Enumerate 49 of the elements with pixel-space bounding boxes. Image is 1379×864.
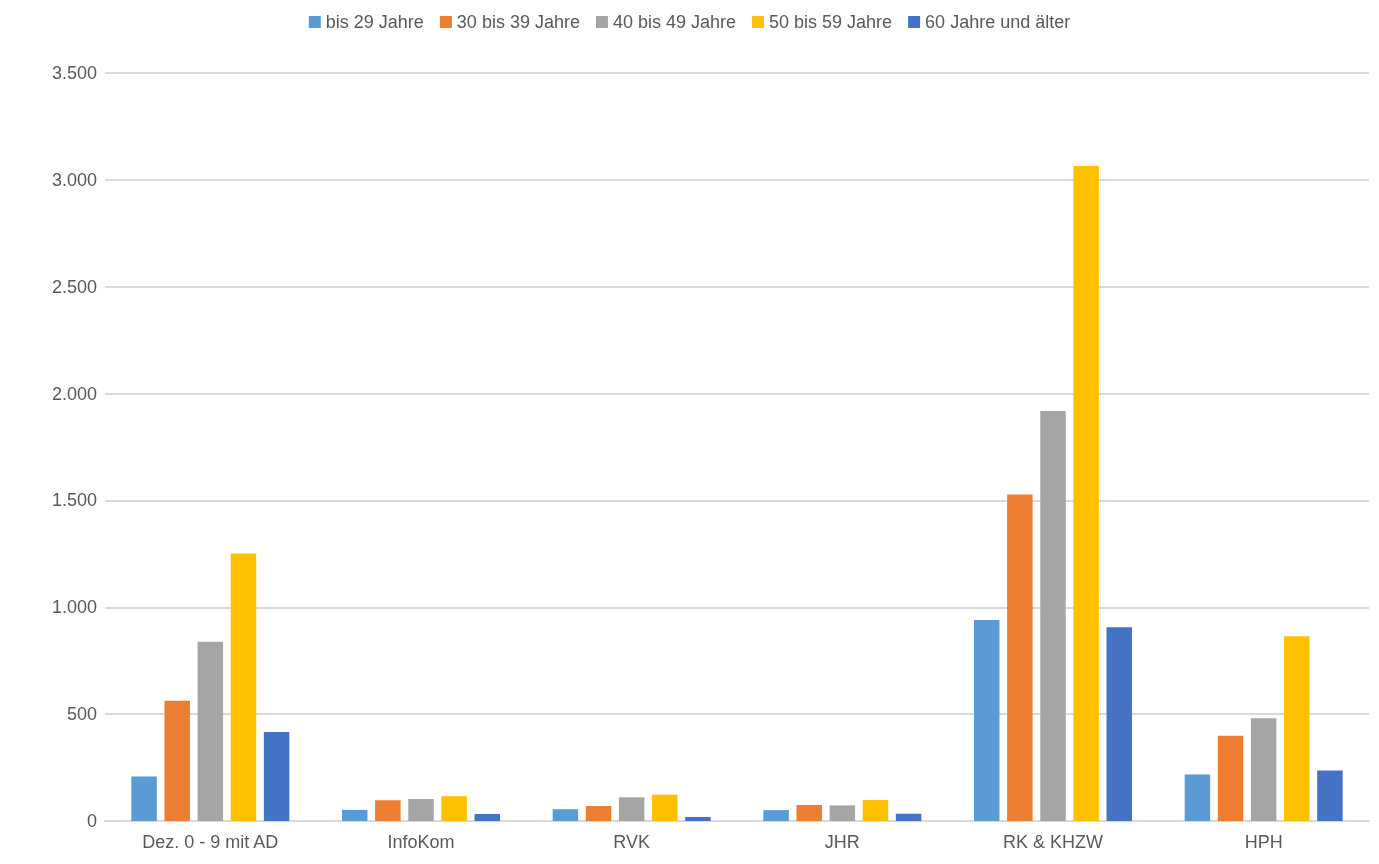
bar [1106,627,1132,821]
legend-label: bis 29 Jahre [325,12,424,32]
bar [1284,636,1310,821]
bar [763,810,789,821]
y-tick-label: 1.500 [51,490,97,511]
y-tick-label: 2.000 [51,383,97,404]
legend-label: 40 bis 49 Jahre [612,12,737,32]
bar [1317,770,1343,821]
bar [230,553,257,821]
bar [585,806,612,821]
y-tick-label: 3.000 [51,169,97,190]
y-tick-label: 500 [66,704,97,725]
bar [618,797,645,821]
y-tick-label: 1.000 [51,597,97,618]
bar [796,804,822,821]
bar [408,798,434,821]
bar [1040,411,1066,821]
legend-label: 60 Jahre und älter [925,12,1071,32]
bar [1073,165,1099,821]
bar [1217,735,1244,821]
bar [263,732,290,821]
bar [552,809,579,821]
bar [164,700,190,821]
y-tick-label: 0 [86,811,97,831]
x-tick-label: RVK [613,832,651,852]
y-tick-label: 3.500 [51,63,97,83]
bar [685,816,711,821]
bar [197,641,224,821]
legend-label: 50 bis 59 Jahre [769,12,893,32]
y-tick-label: 2.500 [51,276,97,297]
bar [441,796,467,821]
bar [342,809,368,821]
bar [1250,718,1277,821]
bar [375,800,401,821]
bar [474,813,500,821]
x-tick-label: RK & KHZW [1002,832,1104,852]
x-tick-label: InfoKom [387,832,455,852]
x-tick-label: JHR [824,832,860,852]
x-tick-label: Dez. 0 - 9 mit AD [142,832,279,852]
legend-label: 30 bis 39 Jahre [456,12,580,32]
bar [131,776,157,821]
bar [1007,494,1033,821]
bar [1184,774,1211,821]
x-tick-label: HPH [1244,832,1283,852]
bar [974,620,1000,821]
bar [829,805,856,821]
bar [895,813,922,821]
bar [652,794,678,821]
bar [862,800,889,821]
